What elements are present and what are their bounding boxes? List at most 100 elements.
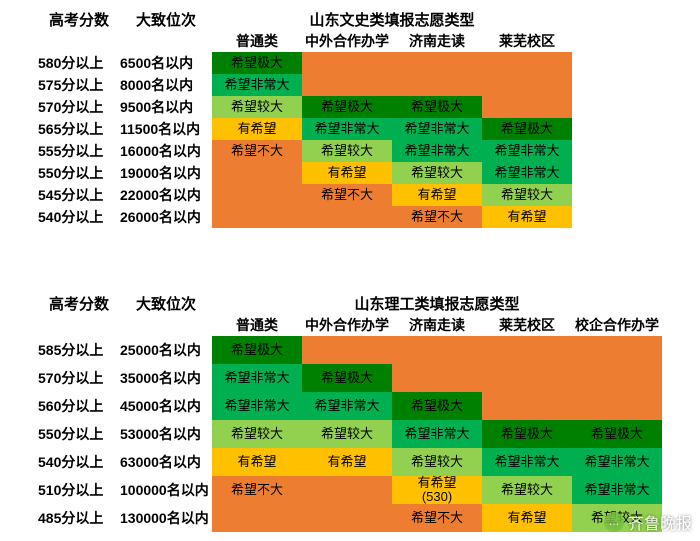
data-cell: 有希望 [302,162,392,184]
column-header: 普通类 [212,314,302,336]
score-cell: 570分以上 [38,364,120,392]
score-cell: 565分以上 [38,118,120,140]
data-cell: 希望不大 [212,476,302,504]
column-header: 济南走读 [392,30,482,52]
data-cell: 希望非常大 [212,392,302,420]
data-cell: 希望极大 [482,118,572,140]
data-cell: 希望较大 [212,96,302,118]
rank-cell: 22000名以内 [120,184,212,206]
rank-cell: 130000名以内 [120,504,212,532]
column-header: 莱芜校区 [482,30,572,52]
col-rank-header: 大致位次 [120,292,212,314]
data-cell [482,392,572,420]
score-cell: 585分以上 [38,336,120,364]
rank-cell: 53000名以内 [120,420,212,448]
watermark: … 齐鲁晚报 [604,510,692,534]
score-cell: 550分以上 [38,420,120,448]
data-cell: 有希望 [392,184,482,206]
table-row: 540分以上63000名以内有希望有希望希望较大希望非常大希望非常大 [38,448,692,476]
header-spacer [120,30,212,52]
data-cell [572,336,662,364]
data-cell: 希望较大 [392,162,482,184]
rank-cell: 19000名以内 [120,162,212,184]
data-cell: 有希望 [302,448,392,476]
data-cell [572,364,662,392]
data-cell [482,74,572,96]
data-cell: 希望极大 [212,336,302,364]
data-cell: 希望极大 [392,392,482,420]
data-cell [212,206,302,228]
column-header: 济南走读 [392,314,482,336]
data-cell [302,504,392,532]
table-row: 575分以上8000名以内希望非常大 [38,74,692,96]
score-cell: 545分以上 [38,184,120,206]
table-row: 510分以上100000名以内希望不大有希望 (530)希望较大希望非常大 [38,476,692,504]
data-cell: 希望非常大 [572,448,662,476]
data-cell: 有希望 [482,504,572,532]
col-rank-header: 大致位次 [120,8,212,30]
data-cell [212,162,302,184]
rank-cell: 26000名以内 [120,206,212,228]
rank-cell: 11500名以内 [120,118,212,140]
data-cell: 希望极大 [482,420,572,448]
column-header-row: 普通类中外合作办学济南走读莱芜校区 [38,30,692,52]
header-row: 高考分数大致位次山东文史类填报志愿类型 [38,8,692,30]
data-cell [392,336,482,364]
data-cell: 希望非常大 [572,476,662,504]
data-cell [302,52,392,74]
data-cell [482,336,572,364]
data-cell [572,392,662,420]
score-cell: 560分以上 [38,392,120,420]
data-cell: 希望非常大 [212,364,302,392]
table-title: 山东文史类填报志愿类型 [212,8,572,30]
data-cell: 希望极大 [212,52,302,74]
data-cell [482,96,572,118]
table-row: 565分以上11500名以内有希望希望非常大希望非常大希望极大 [38,118,692,140]
header-spacer [38,30,120,52]
data-cell: 希望非常大 [302,118,392,140]
data-cell [482,364,572,392]
score-cell: 540分以上 [38,448,120,476]
table-row: 580分以上6500名以内希望极大 [38,52,692,74]
col-score-header: 高考分数 [38,8,120,30]
data-cell: 希望非常大 [392,118,482,140]
data-cell: 希望较大 [302,140,392,162]
rank-cell: 35000名以内 [120,364,212,392]
data-cell: 希望非常大 [392,420,482,448]
data-cell: 希望极大 [302,96,392,118]
score-cell: 510分以上 [38,476,120,504]
table-row: 545分以上22000名以内 希望不大有希望希望较大 [38,184,692,206]
data-cell: 希望非常大 [482,448,572,476]
data-cell [302,336,392,364]
column-header: 中外合作办学 [302,30,392,52]
table-row: 555分以上16000名以内希望不大希望较大希望非常大希望非常大 [38,140,692,162]
data-cell: 希望非常大 [212,74,302,96]
data-cell: 希望不大 [302,184,392,206]
table-row: 550分以上19000名以内有希望希望较大希望非常大 [38,162,692,184]
data-cell [392,364,482,392]
table-bottom: 高考分数大致位次山东理工类填报志愿类型普通类中外合作办学济南走读莱芜校区校企合作… [0,284,700,540]
table-row: 570分以上35000名以内希望非常大希望极大 [38,364,692,392]
rank-cell: 6500名以内 [120,52,212,74]
score-cell: 485分以上 [38,504,120,532]
column-header-row: 普通类中外合作办学济南走读莱芜校区校企合作办学 [38,314,692,336]
score-cell: 570分以上 [38,96,120,118]
rank-cell: 9500名以内 [120,96,212,118]
data-cell [212,184,302,206]
data-cell [212,504,302,532]
data-cell: 希望极大 [302,364,392,392]
data-cell: 希望极大 [392,96,482,118]
score-cell: 575分以上 [38,74,120,96]
wechat-icon: … [604,512,624,532]
data-cell: 希望较大 [212,420,302,448]
score-cell: 580分以上 [38,52,120,74]
data-cell [302,74,392,96]
data-cell: 希望较大 [482,184,572,206]
data-cell [302,476,392,504]
score-cell: 555分以上 [38,140,120,162]
data-cell: 希望不大 [212,140,302,162]
score-cell: 540分以上 [38,206,120,228]
data-cell: 希望较大 [482,476,572,504]
table-title: 山东理工类填报志愿类型 [212,292,662,314]
rank-cell: 8000名以内 [120,74,212,96]
